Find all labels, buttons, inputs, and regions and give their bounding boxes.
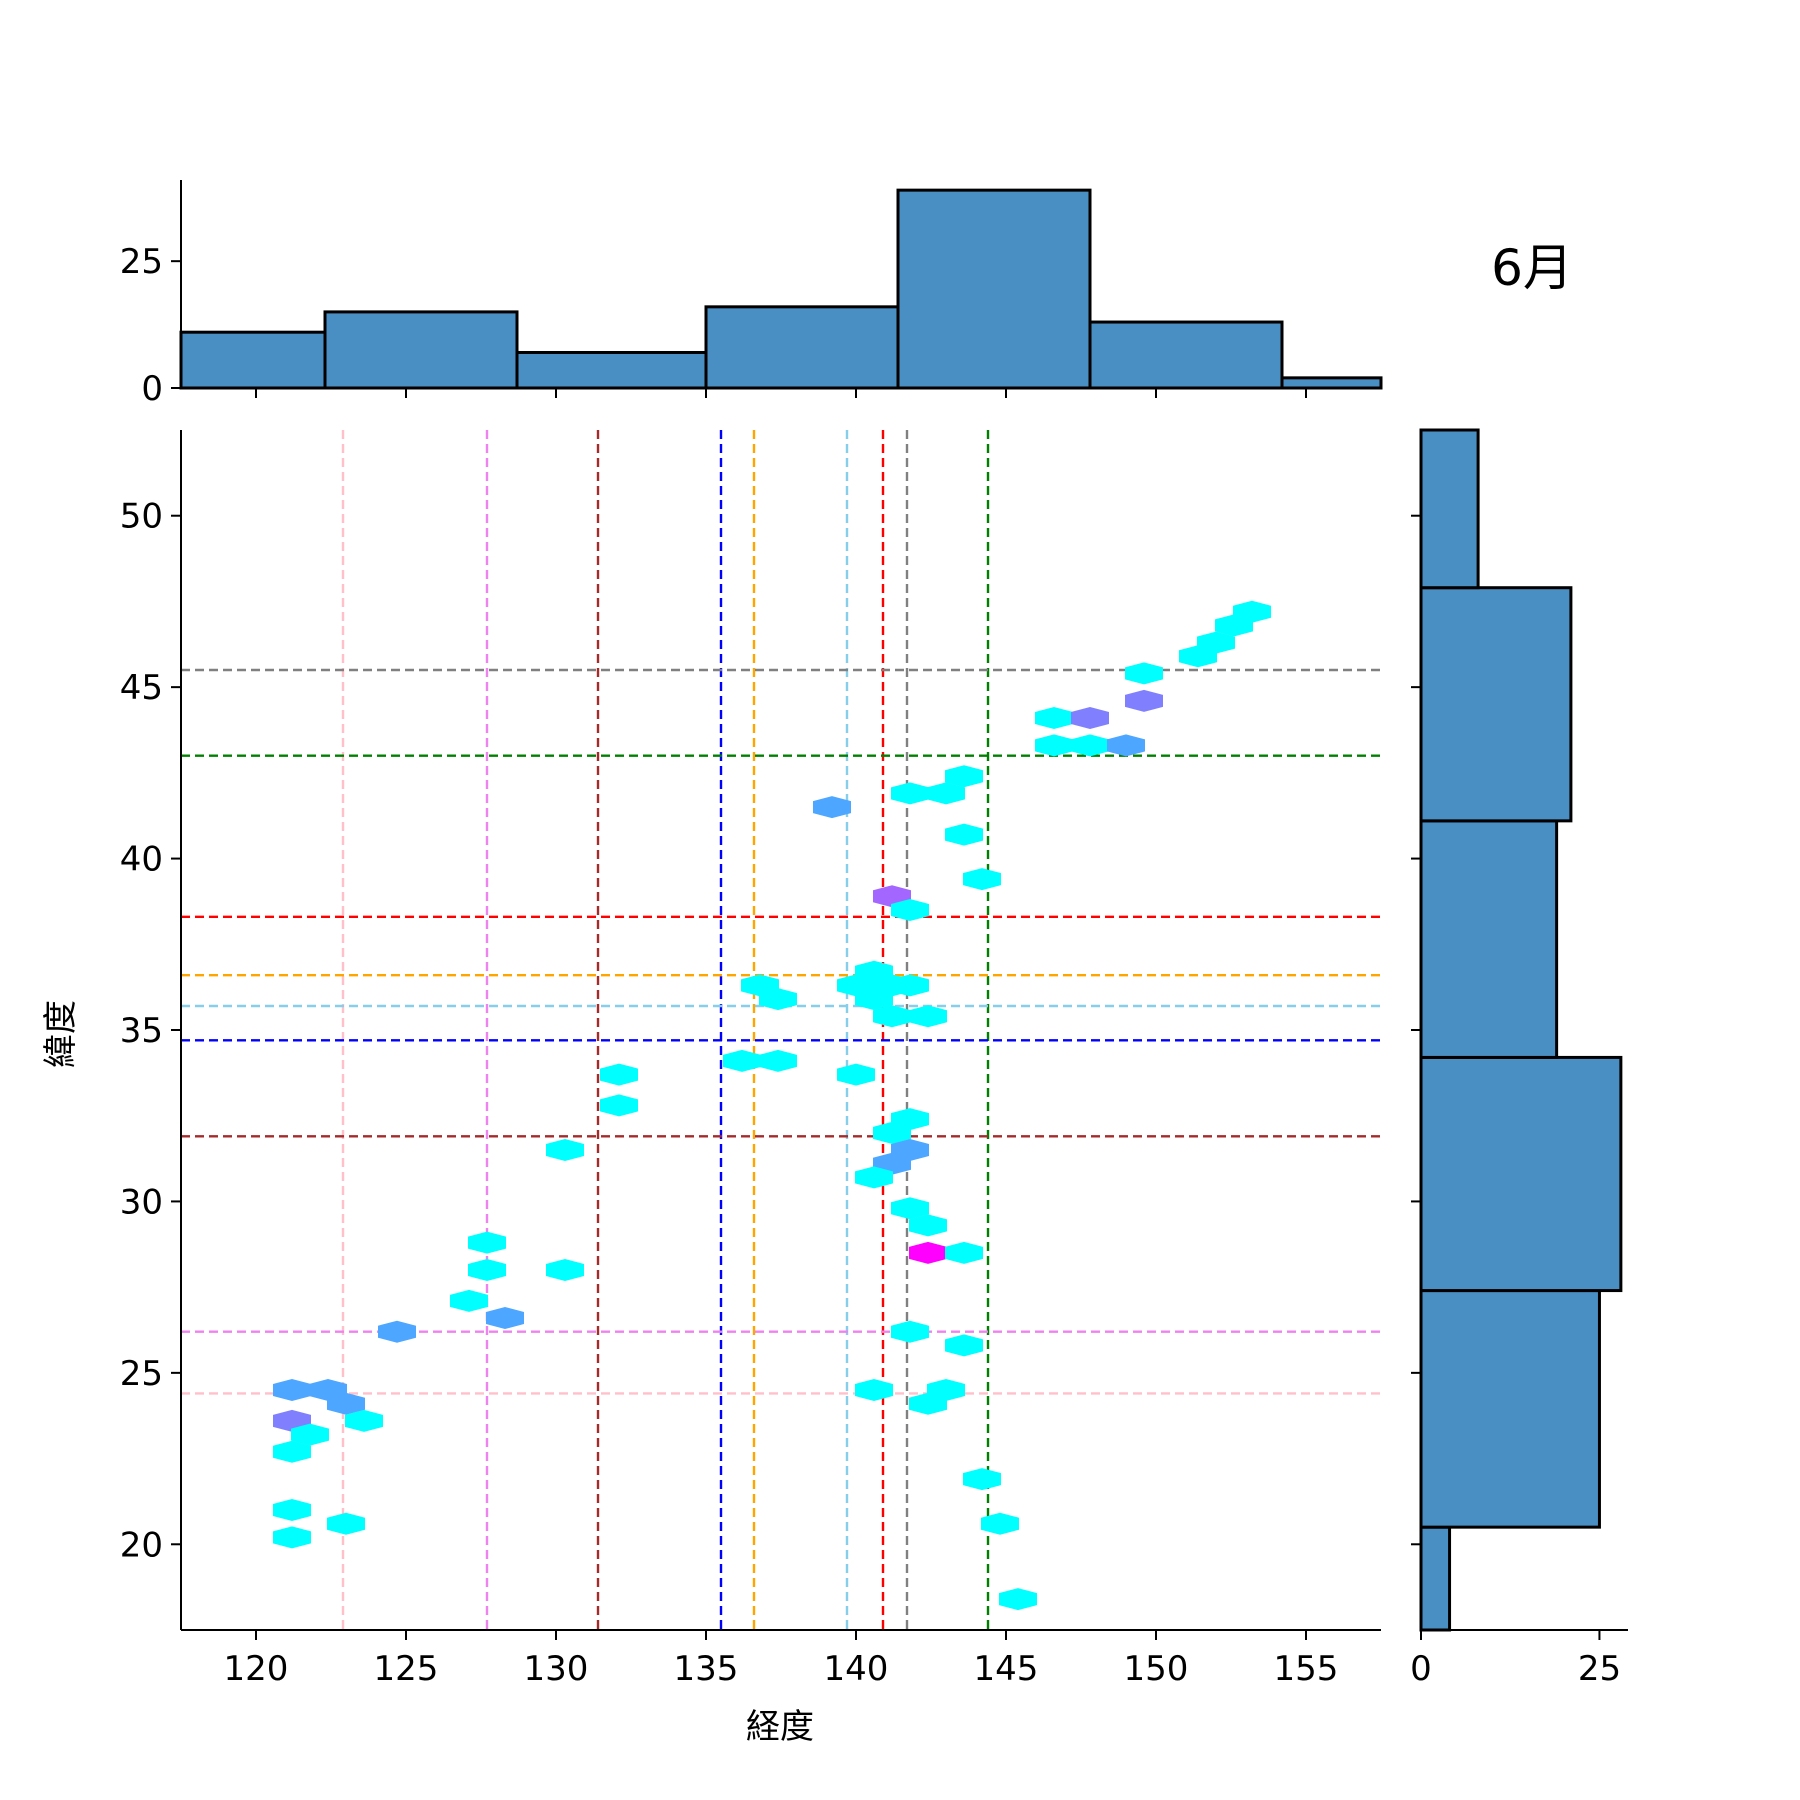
hexbin-cell bbox=[1125, 662, 1163, 685]
right-histogram-bar bbox=[1419, 1289, 1601, 1529]
right-histogram-bar bbox=[1419, 1055, 1623, 1293]
hexbin-cell bbox=[273, 1526, 311, 1549]
hexbin-cell bbox=[1197, 631, 1235, 654]
hexbin-cell bbox=[909, 1005, 947, 1028]
y-tick-label: 30 bbox=[120, 1182, 163, 1222]
top-histogram-bar bbox=[515, 350, 708, 390]
hexbin-cell bbox=[468, 1259, 506, 1281]
hexbin-cell bbox=[855, 1166, 893, 1189]
hexbin-cell bbox=[891, 782, 929, 805]
hexbin-cell bbox=[855, 1379, 893, 1401]
hexbin-cell bbox=[999, 1588, 1037, 1611]
y-tick-label: 50 bbox=[120, 497, 163, 537]
top-hist-y-tick-label: 0 bbox=[141, 369, 163, 409]
top-hist-y-tick-label: 25 bbox=[120, 242, 163, 282]
hexbin-cell bbox=[891, 1320, 929, 1343]
right-hist-x-tick-label: 0 bbox=[1410, 1649, 1432, 1689]
hexbin-cell bbox=[945, 1334, 983, 1357]
right-histogram-bar bbox=[1419, 586, 1573, 823]
hexbin-cell bbox=[963, 1468, 1001, 1491]
hexbin-cell bbox=[486, 1307, 524, 1329]
hexbin-cell bbox=[468, 1231, 506, 1254]
top-histogram-bar bbox=[1280, 376, 1383, 390]
x-tick-label: 120 bbox=[224, 1649, 289, 1689]
x-tick-label: 125 bbox=[374, 1649, 439, 1689]
top-histogram-bar bbox=[704, 305, 900, 390]
hexbin-plot-area: 120 125 130 135 140 145 150 155 20 25 30 35 40 45 50 bbox=[120, 430, 1381, 1689]
hexbin-cell bbox=[873, 1121, 911, 1144]
hexbin-cell bbox=[837, 1063, 875, 1086]
y-tick-label: 45 bbox=[120, 668, 163, 708]
hexbin-cell bbox=[909, 1214, 947, 1237]
top-histogram-bar bbox=[1088, 320, 1284, 390]
hexbin-cell bbox=[600, 1063, 638, 1086]
hexbin-cell bbox=[327, 1512, 365, 1535]
hexbin-cell bbox=[546, 1259, 584, 1281]
hexbin-cell bbox=[963, 868, 1001, 891]
hexbin-cell bbox=[273, 1499, 311, 1521]
right-histogram-bar bbox=[1419, 428, 1480, 590]
hexbin-cell bbox=[909, 1392, 947, 1415]
hexbin-cell bbox=[273, 1379, 311, 1401]
x-tick-label: 135 bbox=[674, 1649, 739, 1689]
hexbin-cell bbox=[273, 1440, 311, 1463]
x-tick-label: 140 bbox=[824, 1649, 889, 1689]
top-histogram-bar bbox=[323, 310, 519, 390]
hexbin-cell bbox=[450, 1289, 488, 1312]
hexbin-cell bbox=[891, 1197, 929, 1220]
top-marginal-histogram: 0 25 bbox=[120, 180, 1383, 409]
hexbin-cell bbox=[600, 1094, 638, 1117]
hexbin-cell bbox=[1107, 734, 1145, 757]
y-tick-label: 25 bbox=[120, 1354, 163, 1394]
right-hist-x-tick-label: 25 bbox=[1578, 1649, 1621, 1689]
hexbin-cell bbox=[945, 765, 983, 788]
x-tick-label: 150 bbox=[1124, 1649, 1189, 1689]
right-marginal-histogram: 0 25 bbox=[1410, 428, 1628, 1689]
hexbin-cell bbox=[1125, 689, 1163, 712]
hexbin-cell bbox=[327, 1392, 365, 1415]
hexbin-cell bbox=[1233, 600, 1271, 623]
hexbin-cell bbox=[759, 1049, 797, 1072]
y-tick-label: 40 bbox=[120, 840, 163, 880]
right-histogram-bar bbox=[1419, 819, 1559, 1059]
chart-title: 6月 bbox=[1491, 239, 1573, 297]
hexbin-cell bbox=[945, 1241, 983, 1264]
hexbin-cell bbox=[1071, 707, 1109, 729]
y-tick-label: 35 bbox=[120, 1011, 163, 1051]
hexbin-cell bbox=[927, 782, 965, 805]
hexbin-cell bbox=[873, 1005, 911, 1028]
hexbin-cell bbox=[1035, 707, 1073, 729]
hexbin-cell bbox=[891, 974, 929, 997]
hexbin-cell bbox=[945, 823, 983, 846]
hexbin-cell bbox=[291, 1423, 329, 1446]
y-tick-label: 20 bbox=[120, 1525, 163, 1565]
hexbin-cell bbox=[891, 899, 929, 921]
hexbin-cell bbox=[546, 1139, 584, 1161]
hexbin-cell bbox=[723, 1049, 761, 1072]
hexbin-cell bbox=[345, 1409, 383, 1432]
x-tick-label: 130 bbox=[524, 1649, 589, 1689]
hexbin-cell bbox=[378, 1320, 416, 1343]
hexbin-cell bbox=[981, 1512, 1019, 1535]
hexbin-cell bbox=[759, 988, 797, 1011]
hexbin-cell bbox=[909, 1241, 947, 1264]
x-tick-label: 145 bbox=[974, 1649, 1039, 1689]
hexbin-cell bbox=[813, 796, 851, 819]
hexbin-cell bbox=[1035, 734, 1073, 757]
top-histogram-bar bbox=[179, 330, 327, 390]
x-tick-label: 155 bbox=[1274, 1649, 1339, 1689]
top-histogram-bar bbox=[896, 188, 1092, 390]
y-axis-label: 緯度 bbox=[41, 1000, 81, 1068]
x-axis-label: 経度 bbox=[746, 1707, 814, 1747]
hexbin-cell bbox=[1071, 734, 1109, 757]
right-histogram-bar bbox=[1419, 1525, 1452, 1632]
